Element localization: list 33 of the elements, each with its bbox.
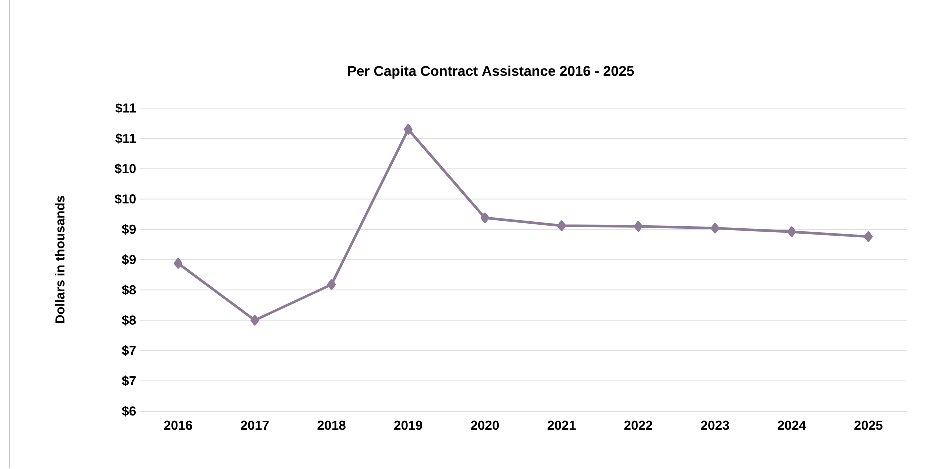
point: [174, 258, 183, 269]
x-tick-label: 2018: [318, 420, 346, 430]
x-tick-label: 2017: [241, 420, 269, 430]
y-tick-label: $11: [116, 102, 136, 114]
y-tick-label: $8: [122, 284, 136, 296]
point: [634, 221, 643, 232]
y-axis-title: Dollars in thousands: [55, 196, 65, 324]
x-tick-label: 2025: [854, 420, 883, 430]
x-tick-label: 2019: [394, 420, 422, 430]
point: [788, 226, 796, 238]
point: [558, 220, 566, 232]
x-tick-label: 2021: [548, 420, 576, 430]
y-tick-label: $11: [116, 133, 136, 144]
y-tick-label: $8: [122, 315, 136, 326]
point: [864, 231, 873, 242]
y-tick-label: $7: [122, 376, 136, 386]
point: [480, 212, 490, 224]
y-tick-label: $7: [122, 345, 136, 356]
y-tick-label: $9: [122, 254, 136, 266]
y-tick-label: $6: [122, 406, 136, 417]
x-tick-label: 2020: [471, 420, 500, 430]
point: [250, 315, 260, 326]
y-tick-label: $10: [114, 164, 136, 174]
point: [404, 124, 413, 135]
y-tick-label: $9: [122, 224, 136, 235]
x-tick-label: 2016: [164, 420, 192, 430]
point: [327, 279, 336, 290]
chart-title: Per Capita Contract Assistance 2016 - 2025: [348, 66, 634, 79]
point: [710, 222, 720, 234]
x-tick-label: 2023: [701, 420, 730, 430]
y-tick-label: $10: [114, 194, 136, 204]
x-tick-label: 2024: [778, 420, 806, 430]
x-tick-label: 2022: [624, 420, 652, 430]
